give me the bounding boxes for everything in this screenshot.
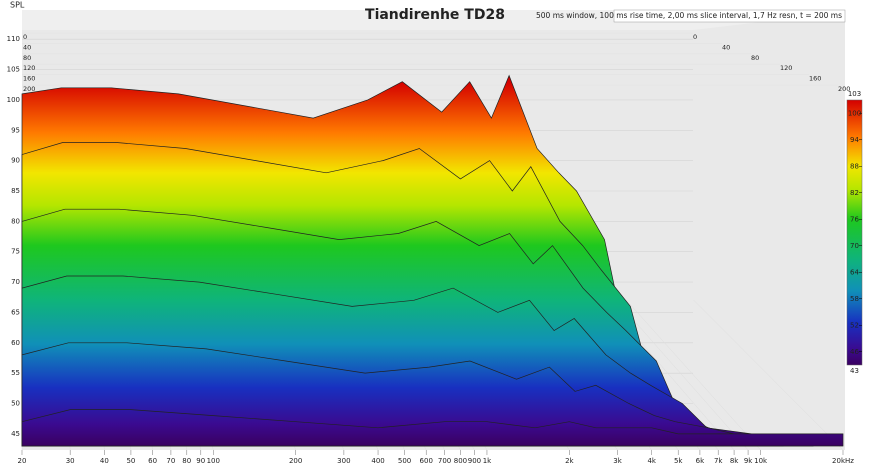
y-tick-label: 50 [11,400,20,408]
y-tick-label: 110 [7,35,20,43]
x-tick-label: 80 [182,457,191,465]
subtitle: 500 ms window, 100 ms rise time, 2,00 ms… [536,11,842,20]
y-tick-label: 80 [11,217,20,225]
y-tick-label: 70 [11,278,20,286]
x-tick-label: 30 [66,457,75,465]
colorbar-tick-label: 58 [850,295,859,303]
x-tick-label: 4k [647,457,656,465]
colorbar-tick-label: 76 [850,215,859,223]
y-tick-label: 75 [11,248,20,256]
z-tick-label: 200 [23,85,35,93]
x-tick-label: 7k [714,457,723,465]
colorbar-min-label: 43 [850,367,859,375]
y-tick-label: 55 [11,369,20,377]
slice-area [21,409,844,447]
colorbar-tick-label: 46 [850,348,859,356]
grid-line [626,299,761,451]
y-tick-label: 90 [11,157,20,165]
colorbar-tick-label: 100 [848,109,861,117]
z-tick-label: 40 [722,43,730,51]
z-tick-label: 160 [809,75,821,83]
y-tick-label: 45 [11,430,20,438]
x-tick-label: 40 [100,457,109,465]
colorbar-tick-label: 70 [850,242,859,250]
z-tick-label: 80 [751,54,759,62]
y-tick-label: 95 [11,126,20,134]
x-tick-label: 8k [730,457,739,465]
x-tick-label: 300 [337,457,350,465]
colorbar-max-label: 103 [848,90,861,98]
x-tick-label: 20 [18,457,27,465]
chart-title: Tiandirenhe TD28 [365,7,505,23]
y-tick-label: 65 [11,308,20,316]
y-tick-label: 85 [11,187,20,195]
z-tick-label: 80 [23,54,31,62]
x-tick-label: 600 [420,457,433,465]
z-tick-label: 160 [23,75,35,83]
x-tick-label: 10k [754,457,768,465]
colorbar-tick-label: 52 [850,321,859,329]
x-tick-label: 100 [207,457,220,465]
y-tick-label: 100 [7,96,20,104]
colorbar-tick-label: 82 [850,189,859,197]
x-tick-label: 900 [468,457,481,465]
x-tick-label: 200 [289,457,302,465]
colorbar-tick-label: 64 [850,268,859,276]
z-tick-label: 0 [23,33,27,41]
z-tick-label: 40 [23,43,31,51]
grid-line [615,299,749,451]
x-tick-label: 700 [438,457,451,465]
colorbar-tick-label: 88 [850,162,859,170]
x-tick-label: 90 [196,457,205,465]
x-tick-label: 500 [398,457,411,465]
x-tick-label: 800 [454,457,467,465]
y-tick-label: 60 [11,339,20,347]
x-tick-label: 20kHz [832,457,854,465]
x-tick-label: 70 [166,457,175,465]
x-tick-label: 5k [674,457,683,465]
y-tick-label: 105 [7,66,20,74]
x-tick-label: 50 [126,457,135,465]
z-tick-label: 0 [693,33,697,41]
x-tick-label: 9k [744,457,753,465]
x-tick-label: 60 [148,457,157,465]
colorbar-tick-label: 94 [850,136,859,144]
x-tick-label: 3k [613,457,622,465]
z-tick-label: 120 [23,64,35,72]
x-tick-label: 1k [483,457,492,465]
x-tick-label: 2k [565,457,574,465]
info-box [613,9,846,23]
x-tick-label: 6k [696,457,705,465]
y-axis-label: SPL [10,1,25,10]
grid-line [693,299,844,451]
z-tick-label: 120 [780,64,792,72]
colorbar [846,99,863,366]
z-tick-label: 200 [838,85,850,93]
x-tick-label: 400 [371,457,384,465]
